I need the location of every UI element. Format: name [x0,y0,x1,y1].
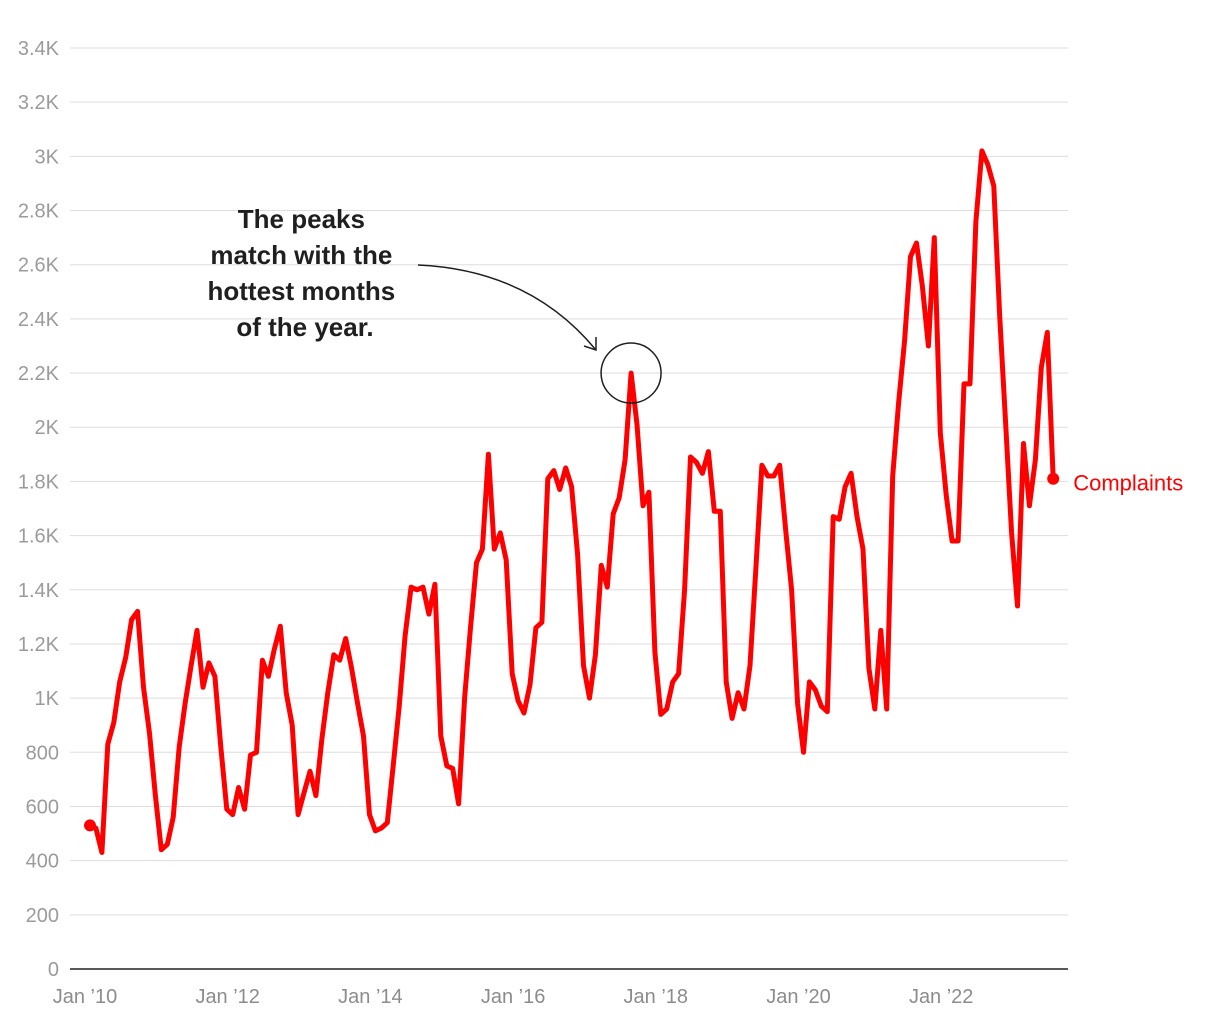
x-tick-label: Jan ’14 [338,986,403,1008]
x-tick-label: Jan ’20 [766,986,831,1008]
complaints-series-line [87,148,1056,855]
y-tick-label: 3K [35,146,60,168]
annotation-line: of the year. [236,312,373,342]
y-tick-label: 400 [26,851,59,873]
y-tick-label: 1.4K [18,580,60,602]
y-tick-label: 2.4K [18,309,60,331]
x-axis-ticks: Jan ’10 Jan ’12 Jan ’14 Jan ’16 Jan ’18 Jan ’… [53,986,974,1008]
x-tick-label: Jan ’16 [481,986,546,1008]
peak-annotation: The peaks match with the hottest months … [208,204,662,404]
x-tick-label: Jan ’18 [624,986,689,1008]
y-tick-label: 3.4K [18,38,60,60]
annotation-highlight-circle [600,342,662,404]
annotation-text: The peaks match with the hottest months … [208,204,403,342]
annotation-arrowhead [583,337,597,352]
annotation-arrow [417,264,597,351]
y-tick-label: 200 [26,905,59,927]
annotation-line: The peaks [238,204,365,234]
y-tick-label: 2.2K [18,363,60,385]
x-tick-label: Jan ’10 [53,986,118,1008]
y-tick-label: 1.6K [18,526,60,548]
y-tick-label: 2.6K [18,255,60,277]
y-tick-label: 0 [48,959,59,981]
x-tick-label: Jan ’22 [909,986,974,1008]
y-tick-label: 3.2K [18,92,60,114]
annotation-line: match with the [210,240,392,270]
y-tick-label: 2.8K [18,201,60,223]
series-label-complaints: Complaints [1073,471,1183,496]
y-tick-label: 2K [35,417,60,439]
y-tick-label: 800 [26,742,59,764]
y-tick-label: 1.2K [18,634,60,656]
y-tick-label: 1K [35,688,60,710]
series-start-dot [84,819,96,832]
gridlines [70,47,1068,916]
y-tick-label: 600 [26,796,59,818]
y-axis-ticks: 0 200 400 600 800 1K 1.2K 1.4K 1.6K 1.8K 2K 2.2K 2.4… [18,38,60,981]
series-end-dot [1047,472,1060,485]
annotation-line: hottest months [208,276,396,306]
y-tick-label: 1.8K [18,471,60,493]
x-tick-label: Jan ’12 [195,986,260,1008]
